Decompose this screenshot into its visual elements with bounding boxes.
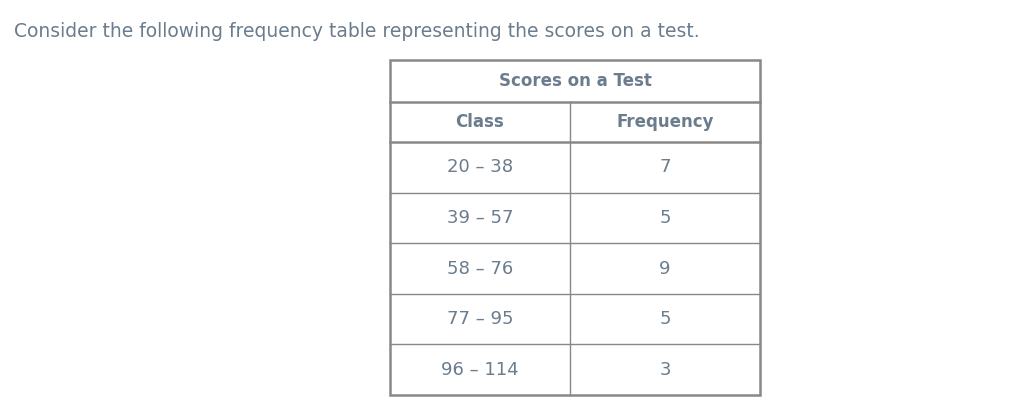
Text: Frequency: Frequency: [616, 113, 714, 131]
Text: 5: 5: [659, 209, 671, 227]
Text: 20 – 38: 20 – 38: [446, 158, 513, 176]
Text: 77 – 95: 77 – 95: [446, 310, 513, 328]
Text: 7: 7: [659, 158, 671, 176]
Bar: [390, 60, 760, 395]
Text: 3: 3: [659, 361, 671, 379]
Text: 9: 9: [659, 260, 671, 277]
Text: Class: Class: [456, 113, 505, 131]
Text: Consider the following frequency table representing the scores on a test.: Consider the following frequency table r…: [14, 22, 699, 41]
Text: 39 – 57: 39 – 57: [446, 209, 513, 227]
Text: 5: 5: [659, 310, 671, 328]
Text: 96 – 114: 96 – 114: [441, 361, 519, 379]
Text: 58 – 76: 58 – 76: [446, 260, 513, 277]
Text: Scores on a Test: Scores on a Test: [499, 72, 651, 90]
